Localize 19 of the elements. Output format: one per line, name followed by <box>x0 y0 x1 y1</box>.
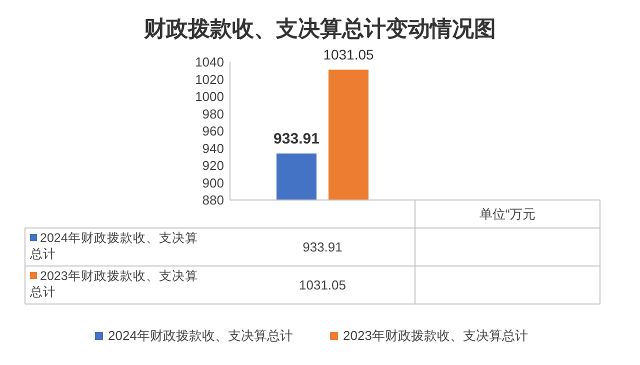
text: 933.91 <box>302 240 342 255</box>
data-label: 933.91 <box>274 130 320 148</box>
data-label: 1031.05 <box>323 46 374 63</box>
x-tick-label: 单位“万元 <box>479 206 536 222</box>
text: 2023年财政拨款收、支决算总计 <box>30 269 198 299</box>
y-tick-label: 1000 <box>195 89 224 104</box>
y-tick-label: 880 <box>202 192 224 208</box>
y-tick-label: 920 <box>202 158 224 174</box>
text: 2024年财政拨款收、支决算总计 <box>108 328 293 343</box>
y-tick-label: 960 <box>202 124 224 139</box>
y-tick-label: 1040 <box>195 54 224 70</box>
chart-title: 财政拨款收、支决算总计变动情况图 <box>143 16 496 42</box>
legend-label: 2023年财政拨款收、支决算总计 <box>343 328 528 343</box>
text: 1031.05 <box>299 278 346 293</box>
legend-label: 2024年财政拨款收、支决算总计 <box>29 231 198 261</box>
y-tick-label: 1020 <box>195 72 224 87</box>
y-tick-label: 900 <box>202 175 224 190</box>
y-tick-label: 940 <box>202 140 224 156</box>
y-tick-label: 980 <box>202 106 224 122</box>
